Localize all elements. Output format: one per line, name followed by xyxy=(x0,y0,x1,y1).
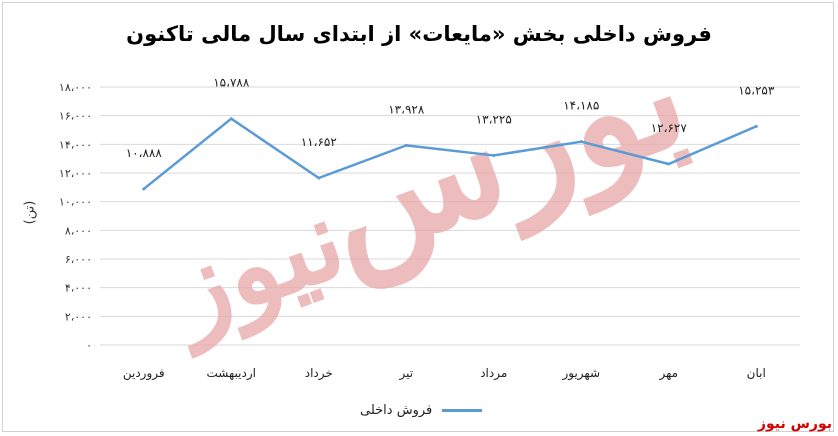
data-labels: ۱۰،۸۸۸ ۱۵،۷۸۸ ۱۱،۶۵۲ ۱۳،۹۲۸ ۱۳،۲۲۵ ۱۴،۱۸۵ ۱۲،۶… xyxy=(126,76,775,160)
x-category-labels: فروردین اردیبهشت خرداد تیر مرداد شهریور مهر ابا… xyxy=(123,366,766,381)
y-tick-label: ۱۲،۰۰۰ xyxy=(59,167,92,180)
data-point xyxy=(142,187,146,191)
data-label: ۱۳،۹۲۸ xyxy=(388,102,425,116)
data-point xyxy=(579,140,583,144)
x-category-label: تیر xyxy=(398,366,413,381)
y-tick-label: ۸،۰۰۰ xyxy=(65,224,92,237)
data-label: ۱۲،۶۲۷ xyxy=(651,121,688,135)
data-point xyxy=(229,117,233,121)
x-category-label: مهر xyxy=(658,366,678,381)
series-line xyxy=(142,117,757,190)
y-tick-label: ۱۴،۰۰۰ xyxy=(59,138,92,151)
data-label: ۱۴،۱۸۵ xyxy=(563,99,599,113)
data-point xyxy=(667,162,671,166)
y-tick-labels: ۰ ۲،۰۰۰ ۴،۰۰۰ ۶،۰۰۰ ۸،۰۰۰ ۱۰،۰۰۰ ۱۲،۰۰۰ ۱۴،۰۰۰ ۱… xyxy=(59,81,92,352)
chart-frame xyxy=(2,2,834,432)
data-label: ۱۱،۶۵۲ xyxy=(301,135,337,149)
x-category-label: شهریور xyxy=(561,366,600,381)
grid-lines xyxy=(100,86,800,346)
data-label: ۱۵،۷۸۸ xyxy=(213,76,250,90)
data-point xyxy=(404,143,408,147)
data-point xyxy=(317,176,321,180)
legend-label: فروش داخلی xyxy=(360,403,433,418)
watermark-text-1: بورس xyxy=(296,4,709,300)
x-category-label: مرداد xyxy=(480,366,507,381)
brand-label: بورس نیوز xyxy=(757,416,832,432)
y-tick-label: ۱۸،۰۰۰ xyxy=(59,81,92,94)
y-tick-label: ۰ xyxy=(86,339,92,352)
legend-line-swatch xyxy=(442,409,483,412)
data-point xyxy=(754,124,758,128)
data-point xyxy=(492,153,496,157)
y-tick-label: ۲،۰۰۰ xyxy=(65,310,92,323)
y-tick-label: ۱۶،۰۰۰ xyxy=(59,110,92,123)
legend: فروش داخلی xyxy=(360,403,483,418)
y-tick-label: ۱۰،۰۰۰ xyxy=(59,196,92,209)
series-layer xyxy=(142,117,758,191)
data-label: ۱۳،۲۲۵ xyxy=(476,112,512,126)
x-category-label: فروردین xyxy=(123,366,165,381)
x-category-label: ابان xyxy=(747,366,766,380)
data-label: ۱۰،۸۸۸ xyxy=(126,146,163,160)
chart-title: فروش داخلی بخش «مایعات» از ابتدای سال ما… xyxy=(126,22,712,46)
y-tick-label: ۴،۰۰۰ xyxy=(65,282,92,295)
watermark: بورس نیوز xyxy=(147,4,710,359)
x-category-label: خرداد xyxy=(305,366,333,381)
y-tick-label: ۶،۰۰۰ xyxy=(65,253,92,266)
x-category-label: اردیبهشت xyxy=(207,366,256,381)
data-label: ۱۵،۲۵۳ xyxy=(738,83,775,97)
